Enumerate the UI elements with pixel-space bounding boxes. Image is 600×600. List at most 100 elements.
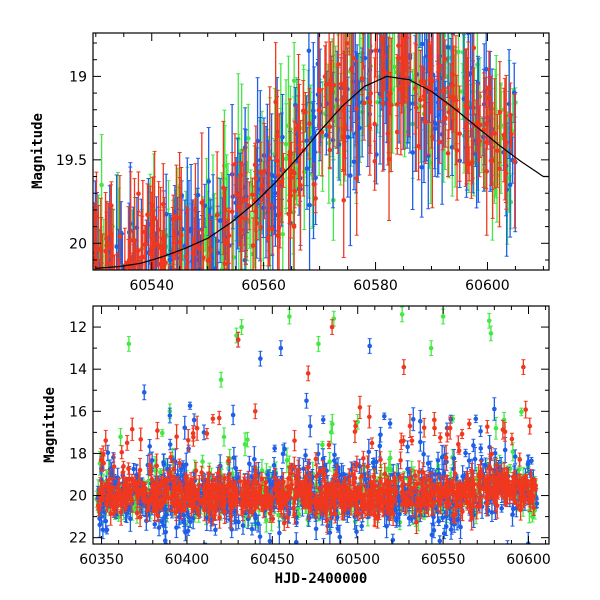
top-ylabel: Magnitude xyxy=(30,113,46,189)
data-point xyxy=(471,33,477,115)
data-point xyxy=(331,33,337,148)
data-point xyxy=(478,443,484,454)
data-point xyxy=(431,482,437,505)
data-point xyxy=(292,503,297,525)
bottom-xlabel: HJD-2400000 xyxy=(275,571,368,587)
data-point xyxy=(477,469,483,488)
data-point xyxy=(510,503,516,515)
y-tick-label: 22 xyxy=(69,531,87,547)
data-point xyxy=(463,448,468,458)
data-point xyxy=(250,177,255,212)
data-point xyxy=(313,183,318,214)
data-point xyxy=(303,448,308,462)
data-point xyxy=(350,462,355,487)
x-tick-label: 60560 xyxy=(241,278,286,294)
data-point xyxy=(354,455,360,473)
data-point xyxy=(333,487,338,504)
x-tick-label: 60450 xyxy=(250,552,295,568)
data-point xyxy=(481,72,487,188)
data-point xyxy=(354,59,359,158)
data-point xyxy=(450,33,456,133)
outlier-point xyxy=(239,319,244,335)
data-point xyxy=(250,217,256,270)
y-tick-label: 14 xyxy=(69,362,87,378)
data-point xyxy=(332,443,337,467)
data-point xyxy=(185,429,191,452)
data-point xyxy=(348,105,353,247)
data-point xyxy=(340,493,345,520)
data-point xyxy=(230,404,236,426)
data-point xyxy=(238,161,243,190)
data-point xyxy=(526,479,531,505)
data-point xyxy=(401,435,406,447)
data-point xyxy=(435,451,441,469)
data-point xyxy=(494,478,500,494)
data-point xyxy=(410,407,416,432)
data-point xyxy=(186,492,191,503)
data-point xyxy=(445,129,451,178)
data-point xyxy=(384,514,389,539)
data-point xyxy=(104,525,110,535)
data-point xyxy=(370,489,376,503)
data-point xyxy=(154,453,159,479)
data-point xyxy=(178,502,184,513)
data-point xyxy=(152,150,157,270)
data-point xyxy=(341,50,347,172)
data-point xyxy=(272,444,277,453)
data-point xyxy=(197,494,203,506)
data-point xyxy=(234,177,240,212)
data-point xyxy=(270,203,275,255)
outlier-point xyxy=(126,336,132,352)
data-point xyxy=(103,192,108,270)
data-point xyxy=(306,458,311,476)
data-point xyxy=(293,105,299,153)
data-point xyxy=(441,527,447,540)
data-point xyxy=(167,213,173,270)
data-point xyxy=(116,478,122,490)
data-point xyxy=(132,178,137,270)
data-point xyxy=(380,500,386,518)
data-point xyxy=(377,477,383,502)
data-point xyxy=(94,281,99,313)
data-point xyxy=(369,437,375,449)
data-point xyxy=(492,397,497,421)
data-point xyxy=(359,521,364,531)
data-point xyxy=(478,425,483,438)
data-point xyxy=(251,478,256,502)
data-point xyxy=(99,265,104,270)
data-point xyxy=(307,415,313,438)
outlier-point xyxy=(258,350,263,367)
data-point xyxy=(407,413,413,438)
data-point xyxy=(466,418,472,430)
data-point xyxy=(173,282,178,348)
data-point xyxy=(388,479,394,499)
data-point xyxy=(499,504,504,513)
data-point xyxy=(378,426,383,443)
data-point xyxy=(192,491,197,509)
outlier-point xyxy=(367,338,372,354)
data-point xyxy=(161,469,166,492)
data-point xyxy=(285,507,290,528)
data-point xyxy=(298,120,303,251)
data-point xyxy=(237,196,242,247)
data-point xyxy=(170,194,176,244)
data-point xyxy=(373,491,379,509)
data-point xyxy=(109,246,114,270)
y-tick-label: 12 xyxy=(69,320,87,336)
data-point xyxy=(173,323,178,356)
data-point xyxy=(426,493,431,517)
data-point xyxy=(408,33,413,73)
data-point xyxy=(163,520,169,544)
data-point xyxy=(440,33,446,151)
data-point xyxy=(186,261,191,270)
data-point xyxy=(217,506,222,529)
data-point xyxy=(414,510,419,535)
data-point xyxy=(526,454,531,470)
data-point xyxy=(348,495,354,516)
outlier-point xyxy=(218,371,224,388)
data-point xyxy=(103,429,109,452)
outlier-point xyxy=(305,365,311,382)
data-point xyxy=(352,482,358,506)
data-point xyxy=(249,522,255,536)
